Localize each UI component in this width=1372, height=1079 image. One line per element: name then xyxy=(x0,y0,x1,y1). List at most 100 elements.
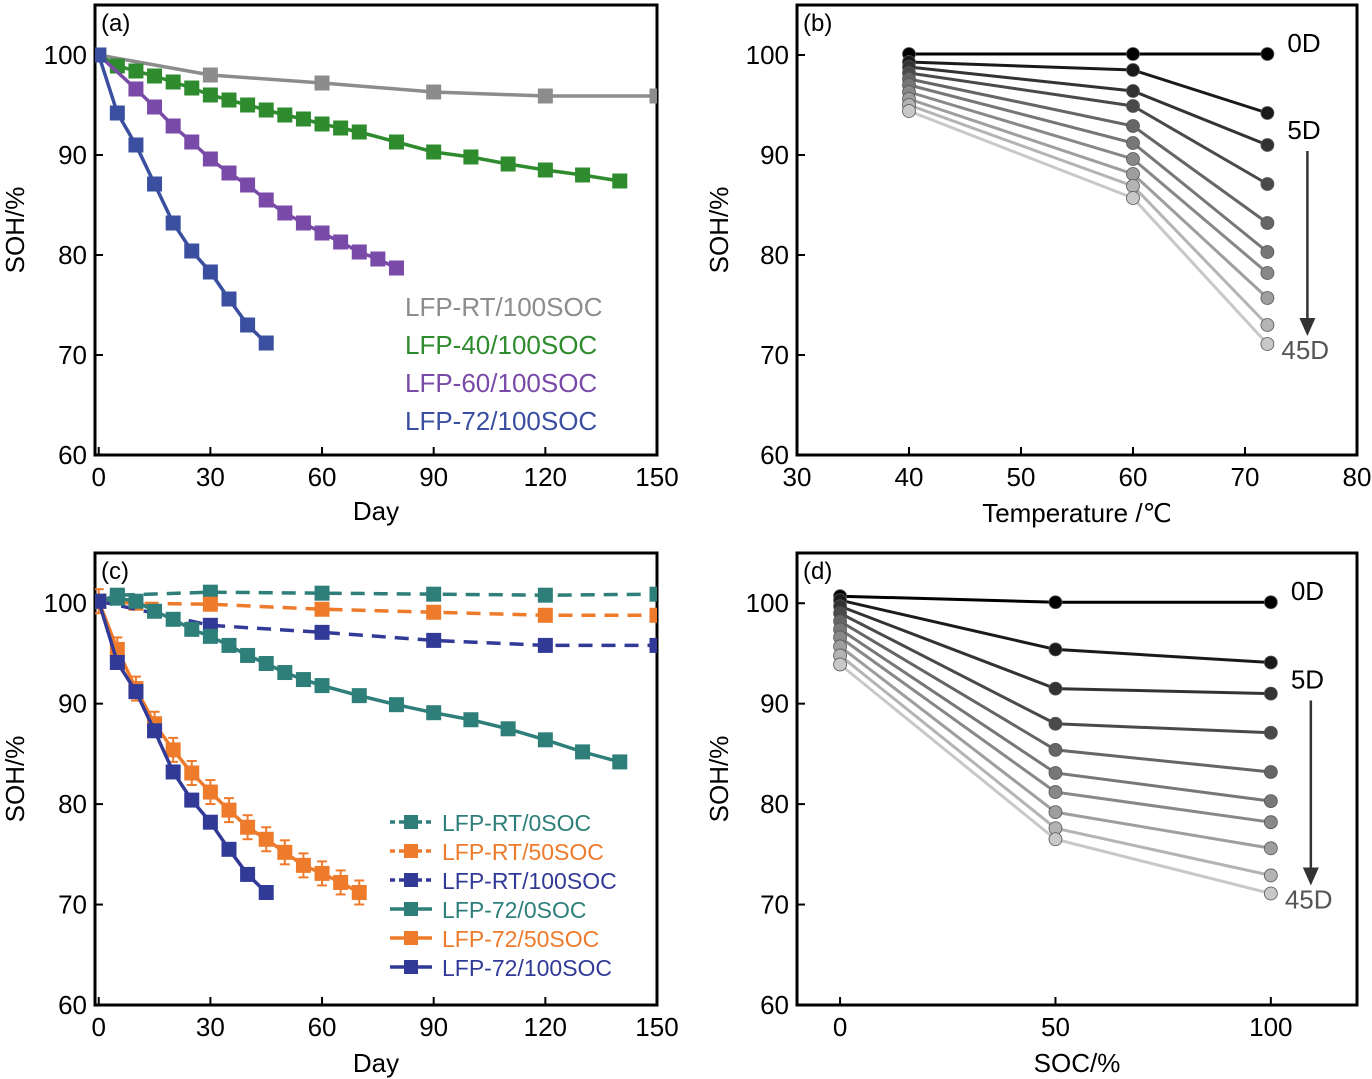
data-point xyxy=(351,885,367,901)
data-point xyxy=(295,215,311,231)
y-tick-label: 70 xyxy=(760,890,789,920)
data-point xyxy=(612,754,628,770)
panel-b: 30 40 50 60 70 80 60 70 80 90 100 Temperature /℃ SOH… xyxy=(704,3,1371,528)
x-tick-label: 70 xyxy=(1231,462,1260,492)
data-point xyxy=(426,144,442,160)
data-point xyxy=(295,111,311,127)
x-tick-label: 90 xyxy=(419,1012,448,1042)
data-point xyxy=(258,102,274,118)
data-point xyxy=(1263,868,1278,883)
data-point xyxy=(1260,177,1275,191)
data-point xyxy=(295,857,311,873)
legend-entry: LFP-72/50SOC xyxy=(442,926,599,952)
series-line xyxy=(98,599,657,648)
series-6 xyxy=(902,85,1275,280)
x-tick-label: 30 xyxy=(196,462,225,492)
annotation-45d: 45D xyxy=(1281,335,1329,365)
data-point xyxy=(277,205,293,221)
data-point xyxy=(1126,179,1140,193)
data-point xyxy=(1263,794,1278,808)
series-3 xyxy=(902,66,1275,191)
data-point xyxy=(221,165,237,181)
series-4 xyxy=(833,614,1278,779)
annotation-0d: 0D xyxy=(1291,576,1324,606)
plot-area xyxy=(902,47,1275,351)
data-point xyxy=(500,156,516,172)
data-point xyxy=(314,624,330,640)
y-axis-label: SOH/% xyxy=(704,187,734,274)
data-point xyxy=(1263,815,1278,830)
data-point xyxy=(1048,785,1063,799)
y-axis-label: SOH/% xyxy=(704,736,734,823)
data-point xyxy=(1126,167,1140,181)
legend-entry: LFP-72/100SOC xyxy=(442,955,612,981)
data-point xyxy=(1260,245,1275,259)
data-point xyxy=(1260,47,1275,61)
data-point xyxy=(295,672,311,688)
data-point xyxy=(221,637,237,653)
data-point xyxy=(1048,716,1063,731)
panel-c: 0 30 60 90 120 150 60 70 80 90 100 Day SOH/% (c) LFP-R… xyxy=(0,551,679,1078)
data-point xyxy=(165,118,181,134)
series-line xyxy=(97,53,398,270)
data-point xyxy=(128,63,144,79)
data-point xyxy=(258,885,274,901)
series-8 xyxy=(902,98,1275,332)
data-point xyxy=(537,607,553,623)
series-lfp-60-100soc xyxy=(95,47,404,276)
panel-label: (c) xyxy=(101,558,129,585)
x-tick-label: 0 xyxy=(91,462,105,492)
data-point xyxy=(165,611,181,627)
data-point xyxy=(649,586,657,602)
trend-arrow-head xyxy=(1302,867,1319,886)
y-tick-label: 60 xyxy=(760,990,789,1020)
trend-arrow-head xyxy=(1299,318,1316,336)
y-tick-label: 100 xyxy=(44,40,87,70)
panel-label: (a) xyxy=(101,10,130,37)
data-point xyxy=(109,590,125,606)
data-point xyxy=(649,637,657,653)
data-point xyxy=(147,603,163,619)
data-point xyxy=(240,317,256,333)
data-point xyxy=(147,68,163,84)
data-point xyxy=(202,67,218,83)
series-0 xyxy=(902,47,1275,61)
data-point xyxy=(221,802,237,818)
series-lfp-72-100soc xyxy=(95,593,274,901)
legend-entry: LFP-60/100SOC xyxy=(405,368,597,398)
series-line xyxy=(98,53,657,98)
x-tick-label: 0 xyxy=(833,1012,847,1042)
data-point xyxy=(1126,191,1140,205)
x-axis-label: Day xyxy=(353,496,399,526)
data-point xyxy=(277,844,293,860)
data-point xyxy=(1048,681,1063,696)
data-point xyxy=(426,604,442,620)
data-point xyxy=(1263,686,1278,701)
legend: LFP-RT/100SOC LFP-40/100SOC LFP-60/100SOC L… xyxy=(405,292,602,436)
data-point xyxy=(1263,765,1278,779)
data-point xyxy=(388,697,404,713)
x-tick-label: 30 xyxy=(196,1012,225,1042)
data-point xyxy=(426,705,442,721)
y-tick-label: 80 xyxy=(760,789,789,819)
y-tick-label: 80 xyxy=(760,240,789,270)
series-line xyxy=(98,599,657,618)
data-point xyxy=(463,149,479,165)
plot-frame xyxy=(93,3,659,457)
data-point xyxy=(1048,832,1063,847)
x-tick-label: 150 xyxy=(635,1012,678,1042)
legend-marker xyxy=(404,873,418,887)
data-point xyxy=(109,654,125,670)
x-tick-label: 120 xyxy=(524,462,567,492)
data-point xyxy=(333,120,349,136)
data-point xyxy=(240,647,256,663)
y-tick-label: 100 xyxy=(44,588,87,618)
data-point xyxy=(128,81,144,97)
data-point xyxy=(370,251,386,267)
data-point xyxy=(202,814,218,830)
series-lfp-72-100soc xyxy=(95,47,274,351)
x-tick-label: 0 xyxy=(91,1012,105,1042)
legend-marker xyxy=(404,960,418,974)
data-point xyxy=(1126,63,1140,77)
